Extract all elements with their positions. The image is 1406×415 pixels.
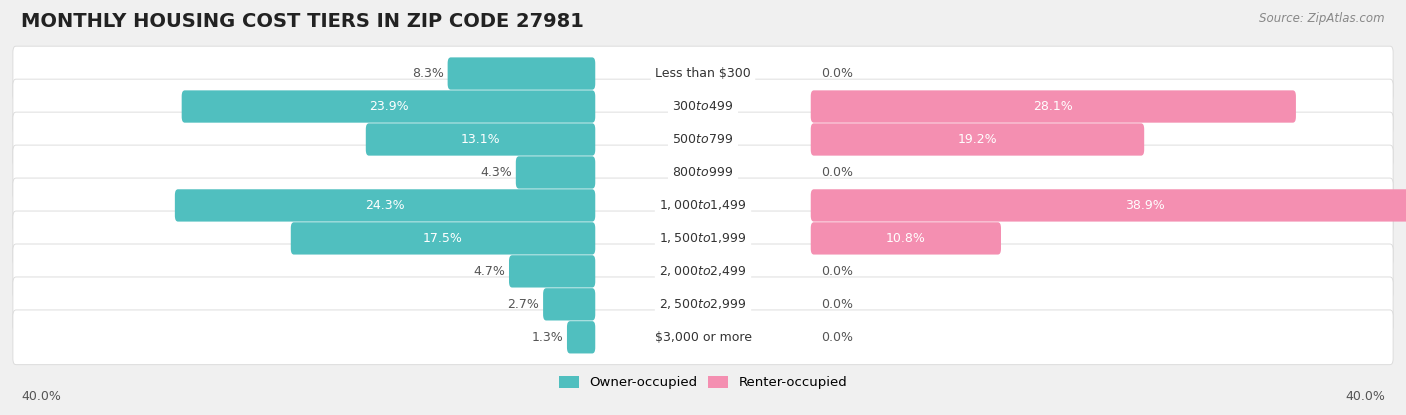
- Text: 0.0%: 0.0%: [821, 331, 852, 344]
- Text: 0.0%: 0.0%: [821, 298, 852, 311]
- FancyBboxPatch shape: [543, 288, 595, 320]
- Text: 23.9%: 23.9%: [368, 100, 408, 113]
- Text: Less than $300: Less than $300: [655, 67, 751, 80]
- Text: $2,000 to $2,499: $2,000 to $2,499: [659, 264, 747, 278]
- Text: $300 to $499: $300 to $499: [672, 100, 734, 113]
- Text: $800 to $999: $800 to $999: [672, 166, 734, 179]
- FancyBboxPatch shape: [811, 222, 1001, 254]
- FancyBboxPatch shape: [174, 189, 595, 222]
- FancyBboxPatch shape: [13, 79, 1393, 134]
- FancyBboxPatch shape: [13, 277, 1393, 332]
- FancyBboxPatch shape: [366, 123, 595, 156]
- FancyBboxPatch shape: [447, 57, 595, 90]
- FancyBboxPatch shape: [811, 90, 1296, 123]
- FancyBboxPatch shape: [181, 90, 595, 123]
- FancyBboxPatch shape: [291, 222, 595, 254]
- Text: 40.0%: 40.0%: [1346, 390, 1385, 403]
- Text: 40.0%: 40.0%: [21, 390, 60, 403]
- Text: 4.3%: 4.3%: [481, 166, 512, 179]
- Text: $500 to $799: $500 to $799: [672, 133, 734, 146]
- FancyBboxPatch shape: [509, 255, 595, 288]
- Text: 10.8%: 10.8%: [886, 232, 925, 245]
- Text: $1,500 to $1,999: $1,500 to $1,999: [659, 232, 747, 245]
- FancyBboxPatch shape: [13, 112, 1393, 167]
- FancyBboxPatch shape: [567, 321, 595, 354]
- Text: 38.9%: 38.9%: [1126, 199, 1166, 212]
- FancyBboxPatch shape: [13, 178, 1393, 233]
- Text: Source: ZipAtlas.com: Source: ZipAtlas.com: [1260, 12, 1385, 25]
- Text: $3,000 or more: $3,000 or more: [655, 331, 751, 344]
- Legend: Owner-occupied, Renter-occupied: Owner-occupied, Renter-occupied: [557, 373, 849, 392]
- Text: 1.3%: 1.3%: [531, 331, 564, 344]
- Text: 0.0%: 0.0%: [821, 265, 852, 278]
- Text: 4.7%: 4.7%: [474, 265, 505, 278]
- FancyBboxPatch shape: [13, 310, 1393, 365]
- Text: 24.3%: 24.3%: [366, 199, 405, 212]
- FancyBboxPatch shape: [13, 211, 1393, 266]
- Text: MONTHLY HOUSING COST TIERS IN ZIP CODE 27981: MONTHLY HOUSING COST TIERS IN ZIP CODE 2…: [21, 12, 583, 32]
- FancyBboxPatch shape: [13, 46, 1393, 101]
- Text: 17.5%: 17.5%: [423, 232, 463, 245]
- FancyBboxPatch shape: [811, 123, 1144, 156]
- Text: $1,000 to $1,499: $1,000 to $1,499: [659, 198, 747, 212]
- FancyBboxPatch shape: [13, 145, 1393, 200]
- Text: 2.7%: 2.7%: [508, 298, 540, 311]
- Text: 19.2%: 19.2%: [957, 133, 997, 146]
- Text: 28.1%: 28.1%: [1033, 100, 1073, 113]
- Text: 8.3%: 8.3%: [412, 67, 444, 80]
- Text: $2,500 to $2,999: $2,500 to $2,999: [659, 297, 747, 311]
- Text: 0.0%: 0.0%: [821, 67, 852, 80]
- FancyBboxPatch shape: [811, 189, 1406, 222]
- FancyBboxPatch shape: [13, 244, 1393, 299]
- Text: 13.1%: 13.1%: [461, 133, 501, 146]
- FancyBboxPatch shape: [516, 156, 595, 188]
- Text: 0.0%: 0.0%: [821, 166, 852, 179]
